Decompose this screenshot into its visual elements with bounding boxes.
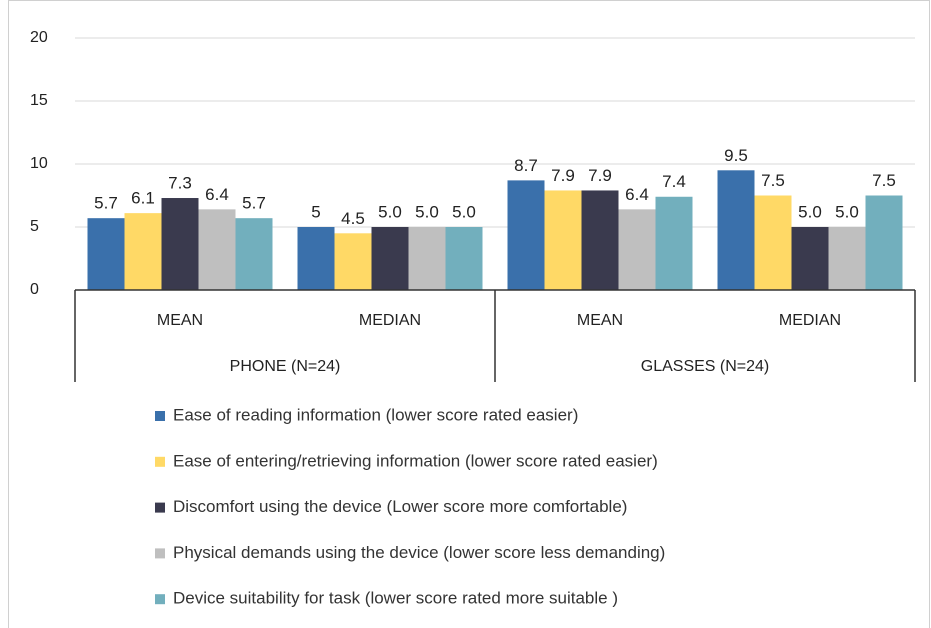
chart-border bbox=[8, 0, 930, 628]
y-tick-label: 15 bbox=[30, 92, 48, 109]
y-tick-label: 20 bbox=[30, 29, 48, 46]
data-label: 5.0 bbox=[378, 202, 402, 221]
legend-swatch bbox=[155, 411, 165, 421]
bar bbox=[334, 233, 372, 290]
data-label: 7.5 bbox=[872, 171, 896, 190]
legend-swatch bbox=[155, 456, 165, 467]
data-label: 5.0 bbox=[415, 202, 439, 221]
y-tick-label: 5 bbox=[30, 218, 39, 235]
data-label: 5.0 bbox=[798, 202, 822, 221]
data-label: 7.5 bbox=[761, 171, 785, 190]
bar bbox=[235, 218, 273, 290]
bar bbox=[828, 227, 866, 290]
data-label: 8.7 bbox=[514, 156, 538, 175]
legend-label: Device suitability for task (lower score… bbox=[173, 589, 618, 608]
data-label: 5.7 bbox=[242, 194, 266, 213]
y-tick-label: 10 bbox=[30, 155, 48, 172]
data-label: 6.4 bbox=[205, 185, 229, 204]
group-label: PHONE (N=24) bbox=[230, 358, 341, 375]
data-label: 9.5 bbox=[724, 146, 748, 165]
bar bbox=[791, 227, 829, 290]
y-tick-label: 0 bbox=[30, 281, 39, 298]
bar bbox=[371, 227, 409, 290]
bar bbox=[865, 195, 903, 290]
data-label: 7.9 bbox=[551, 166, 575, 185]
x-tick-label: MEDIAN bbox=[779, 312, 841, 329]
legend-swatch bbox=[155, 594, 165, 605]
bar bbox=[408, 227, 446, 290]
bar bbox=[87, 218, 125, 290]
legend-label: Ease of reading information (lower score… bbox=[173, 405, 578, 424]
data-label: 7.9 bbox=[588, 166, 612, 185]
legend-label: Physical demands using the device (lower… bbox=[173, 543, 665, 562]
data-label: 4.5 bbox=[341, 209, 365, 228]
legend-swatch bbox=[155, 548, 165, 559]
data-label: 5.7 bbox=[94, 194, 118, 213]
legend-swatch bbox=[155, 502, 165, 513]
bar bbox=[445, 227, 483, 290]
data-label: 6.1 bbox=[131, 189, 155, 208]
bar bbox=[618, 209, 656, 290]
legend-label: Ease of entering/retrieving information … bbox=[173, 451, 658, 470]
bar bbox=[161, 198, 199, 290]
data-label: 7.4 bbox=[662, 172, 686, 191]
bar bbox=[198, 209, 236, 290]
bar bbox=[544, 190, 582, 290]
bar bbox=[717, 170, 755, 290]
legend-label: Discomfort using the device (Lower score… bbox=[173, 497, 627, 516]
x-tick-label: MEAN bbox=[157, 312, 203, 329]
bar bbox=[581, 190, 619, 290]
data-label: 5 bbox=[311, 202, 320, 221]
data-label: 7.3 bbox=[168, 174, 192, 193]
x-tick-label: MEAN bbox=[577, 312, 623, 329]
bar bbox=[655, 196, 693, 290]
bar bbox=[297, 227, 335, 290]
group-label: GLASSES (N=24) bbox=[641, 358, 770, 375]
data-label: 6.4 bbox=[625, 185, 649, 204]
bar bbox=[507, 180, 545, 290]
x-tick-label: MEDIAN bbox=[359, 312, 421, 329]
bar bbox=[124, 213, 162, 290]
data-label: 5.0 bbox=[452, 202, 476, 221]
data-label: 5.0 bbox=[835, 202, 859, 221]
bar bbox=[754, 195, 792, 290]
